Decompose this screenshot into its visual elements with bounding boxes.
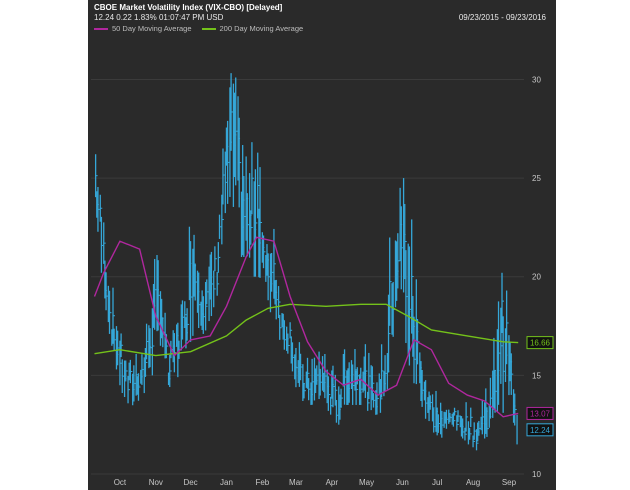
plot-area: 10 15 20 25 30 Oct Nov Dec Jan Feb Mar Apr May Jun Jul… — [91, 73, 554, 487]
legend-swatch-ma200 — [201, 27, 216, 30]
x-tick-label-sep: Sep — [502, 478, 517, 487]
y-tick-label-25: 25 — [532, 174, 541, 183]
y-tick-label-15: 15 — [532, 371, 541, 380]
x-tick-label-mar: Mar — [289, 478, 303, 487]
x-tick-label-may: May — [359, 478, 374, 487]
legend: 50 Day Moving Average 200 Day Moving Ave… — [94, 24, 303, 33]
price-value-badge: 12.24 — [530, 426, 551, 435]
x-tick-label-nov: Nov — [149, 478, 163, 487]
ma200-value-badge: 16.66 — [530, 339, 551, 348]
x-tick-label-jun: Jun — [396, 478, 409, 487]
legend-item-ma200: 200 Day Moving Average — [201, 24, 304, 33]
legend-label-ma50: 50 Day Moving Average — [112, 24, 192, 33]
price-value-badge-box — [526, 423, 554, 437]
x-tick-label-aug: Aug — [466, 478, 480, 487]
legend-label-ma200: 200 Day Moving Average — [219, 24, 304, 33]
x-tick-label-oct: Oct — [114, 478, 127, 487]
quote-line: 12.24 0.22 1.83% 01:07:47 PM USD — [94, 13, 224, 22]
x-tick-label-feb: Feb — [255, 478, 269, 487]
y-tick-label-20: 20 — [532, 273, 541, 282]
chart-title: CBOE Market Volatility Index (VIX-CBO) [… — [94, 3, 283, 12]
y-tick-label-30: 30 — [532, 75, 541, 84]
y-tick-label-10: 10 — [532, 470, 541, 479]
x-tick-label-dec: Dec — [183, 478, 197, 487]
x-tick-label-jul: Jul — [432, 478, 442, 487]
x-tick-label-jan: Jan — [220, 478, 233, 487]
date-range: 09/23/2015 - 09/23/2016 — [458, 13, 546, 22]
ma200-value-badge-box — [526, 336, 554, 350]
legend-item-ma50: 50 Day Moving Average — [94, 24, 192, 33]
ma50-line — [93, 236, 519, 418]
legend-swatch-ma50 — [94, 27, 108, 30]
chart-panel: CBOE Market Volatility Index (VIX-CBO) [… — [88, 0, 556, 490]
ma50-value-badge-box — [526, 406, 554, 420]
ma50-value-badge: 13.07 — [530, 409, 551, 418]
x-tick-label-apr: Apr — [326, 478, 339, 487]
